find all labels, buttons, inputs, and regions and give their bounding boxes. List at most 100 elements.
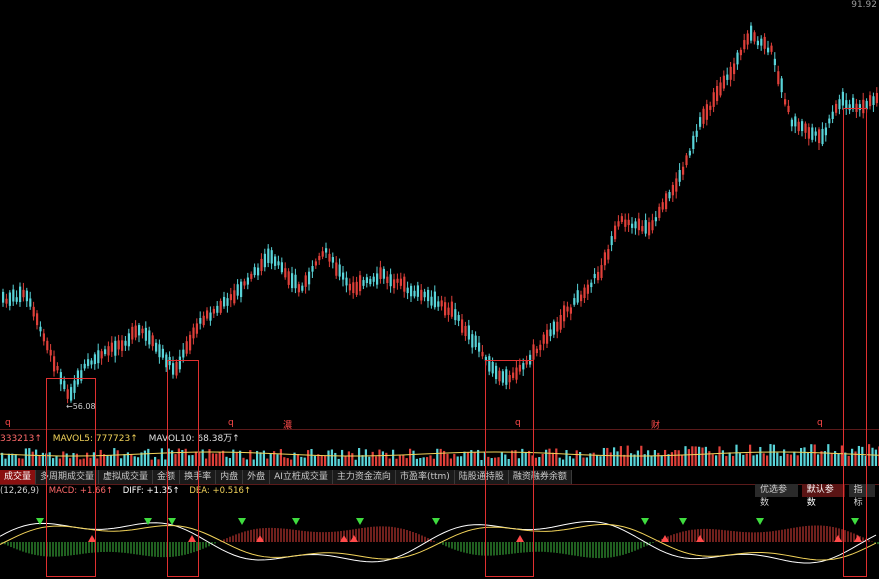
candle-body bbox=[699, 117, 702, 127]
candle-body bbox=[705, 104, 708, 120]
candle-body bbox=[403, 276, 406, 292]
candle-body bbox=[610, 236, 613, 246]
candle-body bbox=[716, 85, 719, 102]
candle-body bbox=[87, 359, 90, 366]
volume-bar bbox=[218, 452, 221, 466]
candle-body bbox=[770, 45, 773, 52]
volume-bar bbox=[548, 448, 551, 466]
volume-bar bbox=[575, 450, 578, 466]
event-mark[interactable]: 财 bbox=[651, 421, 661, 431]
candle-body bbox=[835, 103, 838, 113]
candle-body bbox=[80, 370, 83, 381]
volume-bar bbox=[354, 459, 357, 466]
tab-volume[interactable]: 成交量 bbox=[0, 470, 37, 484]
event-mark[interactable]: q bbox=[817, 418, 823, 428]
volume-bar bbox=[480, 459, 483, 466]
candle-body bbox=[199, 318, 202, 324]
default-params-button[interactable]: 默认参数 bbox=[801, 484, 845, 508]
volume-bar bbox=[293, 452, 296, 466]
event-mark[interactable]: 濃 bbox=[283, 421, 293, 431]
volume-bar bbox=[92, 452, 95, 466]
tab-inner-volume[interactable]: 内盘 bbox=[216, 470, 244, 484]
candle-body bbox=[318, 255, 321, 261]
candle-body bbox=[746, 33, 749, 45]
tab-virtual-volume[interactable]: 虚拟成交量 bbox=[99, 470, 154, 484]
volume-bar bbox=[368, 456, 371, 466]
candle-body bbox=[36, 313, 39, 326]
volume-bar bbox=[449, 458, 452, 466]
volume-bar bbox=[181, 450, 184, 466]
volume-bar bbox=[103, 454, 106, 466]
macd-indicator-chart[interactable] bbox=[0, 496, 879, 579]
candle-body bbox=[614, 225, 617, 240]
candle-body bbox=[15, 297, 18, 302]
candle-body bbox=[355, 281, 358, 295]
volume-bar bbox=[528, 450, 531, 466]
candle-body bbox=[773, 58, 776, 66]
candle-body bbox=[828, 118, 831, 124]
volume-bar-chart[interactable] bbox=[0, 444, 879, 468]
volume-bar bbox=[555, 448, 558, 466]
volume-bar bbox=[715, 455, 718, 466]
candle-body bbox=[369, 278, 372, 285]
candle-body bbox=[790, 119, 793, 127]
volume-bar bbox=[259, 452, 262, 466]
tab-northbound-holdings[interactable]: 陆股通持股 bbox=[454, 470, 509, 484]
optimal-params-button[interactable]: 优选参数 bbox=[755, 484, 798, 508]
volume-bar bbox=[133, 456, 136, 466]
volume-bar bbox=[592, 452, 595, 466]
volume-bar bbox=[497, 457, 500, 466]
volume-bar bbox=[242, 457, 245, 466]
candle-body bbox=[386, 276, 389, 283]
event-mark[interactable]: q bbox=[5, 418, 11, 428]
buy-signal-arrow bbox=[88, 535, 96, 542]
price-candlestick-chart[interactable] bbox=[0, 0, 879, 428]
tab-pe-ttm[interactable]: 市盈率(ttm) bbox=[395, 470, 455, 484]
tab-outer-volume[interactable]: 外盘 bbox=[243, 470, 271, 484]
candle-body bbox=[226, 298, 229, 306]
candle-body bbox=[501, 371, 504, 383]
pane-divider bbox=[0, 429, 879, 430]
volume-bar bbox=[320, 455, 323, 466]
tab-ai-volume[interactable]: AI立桩成交量 bbox=[270, 470, 333, 484]
candle-body bbox=[277, 261, 280, 266]
volume-bar bbox=[667, 454, 670, 466]
buy-signal-arrow bbox=[516, 535, 524, 542]
candle-body bbox=[362, 280, 365, 286]
buy-signal-arrow bbox=[854, 535, 862, 542]
event-mark[interactable]: q bbox=[228, 418, 234, 428]
candle-body bbox=[457, 315, 460, 321]
volume-bar bbox=[72, 452, 75, 466]
candle-body bbox=[488, 356, 491, 372]
volume-bar bbox=[681, 454, 684, 466]
tab-amount[interactable]: 金额 bbox=[153, 470, 181, 484]
candle-body bbox=[481, 351, 484, 357]
volume-bar bbox=[630, 453, 633, 466]
candle-body bbox=[661, 202, 664, 210]
highlight-box bbox=[843, 108, 867, 577]
volume-bar bbox=[58, 458, 61, 466]
volume-bar bbox=[786, 453, 789, 466]
candle-body bbox=[430, 296, 433, 306]
volume-bar bbox=[337, 458, 340, 466]
candle-body bbox=[848, 104, 851, 111]
indicator-button[interactable]: 指标 bbox=[848, 484, 875, 508]
volume-bar bbox=[143, 450, 146, 466]
candle-body bbox=[270, 250, 273, 264]
candle-body bbox=[399, 278, 402, 286]
volume-bar bbox=[453, 453, 456, 466]
volume-bar bbox=[171, 450, 174, 466]
sell-signal-arrow bbox=[36, 518, 44, 525]
event-mark[interactable]: q bbox=[515, 418, 521, 428]
tab-capital-flow[interactable]: 主力资金流向 bbox=[332, 470, 396, 484]
candle-body bbox=[471, 334, 474, 348]
tab-margin-balance[interactable]: 融资融券余额 bbox=[508, 470, 572, 484]
volume-bar bbox=[232, 449, 235, 466]
volume-bar bbox=[415, 458, 418, 466]
tab-multi-period-volume[interactable]: 多周期成交量 bbox=[36, 470, 100, 484]
volume-bar bbox=[473, 452, 476, 466]
buy-signal-arrow bbox=[696, 535, 704, 542]
candle-body bbox=[243, 281, 246, 286]
candle-body bbox=[165, 354, 168, 368]
volume-bar bbox=[99, 449, 102, 466]
